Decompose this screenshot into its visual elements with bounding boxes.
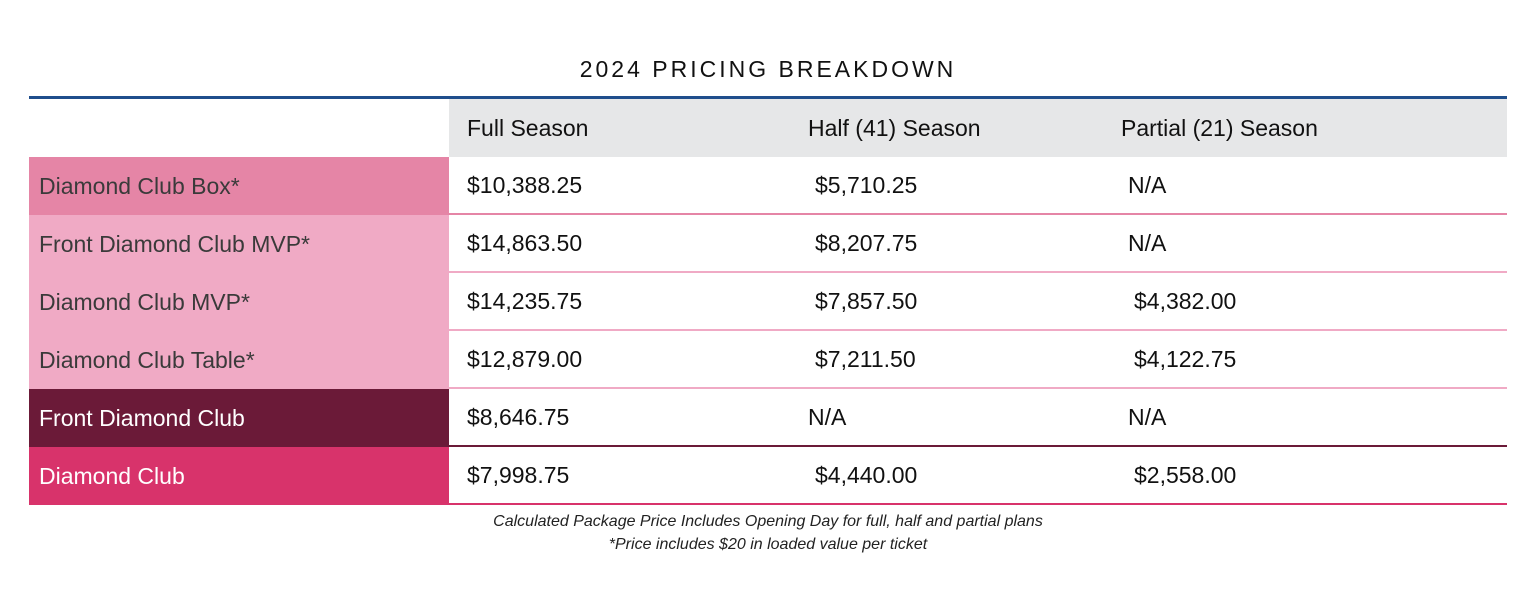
row-values: $10,388.25 $5,710.25 N/A: [449, 157, 1507, 215]
price-cell: $8,207.75: [815, 229, 918, 256]
table-row: Diamond Club Table* $12,879.00 $7,211.50 $4…: [29, 331, 1507, 389]
row-values: $12,879.00 $7,211.50 $4,122.75: [449, 331, 1507, 389]
price-cell: N/A: [1128, 229, 1167, 256]
price-cell: $8,646.75: [467, 403, 570, 430]
price-cell: $14,235.75: [467, 287, 583, 314]
row-label: Diamond Club: [29, 447, 449, 505]
price-cell: $10,388.25: [467, 171, 583, 198]
title-divider: [29, 96, 1507, 99]
price-cell: N/A: [1128, 171, 1167, 198]
price-cell: $4,122.75: [1134, 345, 1237, 372]
row-values: $7,998.75 $4,440.00 $2,558.00: [449, 447, 1507, 505]
price-cell: $7,211.50: [815, 345, 916, 372]
price-cell: N/A: [808, 403, 847, 430]
table-row: Front Diamond Club $8,646.75 N/A N/A: [29, 389, 1507, 447]
row-label: Diamond Club Table*: [29, 331, 449, 389]
header-empty-cell: [29, 99, 449, 157]
table-header-row: Full Season Half (41) Season Partial (21…: [29, 99, 1507, 157]
price-cell: $7,857.50: [815, 287, 918, 314]
row-values: $8,646.75 N/A N/A: [449, 389, 1507, 447]
table-row: Front Diamond Club MVP* $14,863.50 $8,207.…: [29, 215, 1507, 273]
row-values: $14,235.75 $7,857.50 $4,382.00: [449, 273, 1507, 331]
pricing-table: Full Season Half (41) Season Partial (21…: [29, 99, 1507, 505]
price-cell: $12,879.00: [467, 345, 583, 372]
price-cell: $5,710.25: [815, 171, 918, 198]
price-cell: $14,863.50: [467, 229, 583, 256]
price-cell: N/A: [1128, 403, 1167, 430]
page-title: 2024 PRICING BREAKDOWN: [579, 56, 957, 82]
price-cell: $2,558.00: [1134, 461, 1237, 488]
footnote-loaded-value: *Price includes $20 in loaded value per …: [608, 536, 928, 553]
column-header-half-season: Half (41) Season: [808, 99, 1121, 157]
price-cell: $4,382.00: [1134, 287, 1237, 314]
table-row: Diamond Club Box* $10,388.25 $5,710.25 N/A: [29, 157, 1507, 215]
row-values: $14,863.50 $8,207.75 N/A: [449, 215, 1507, 273]
column-header-partial-season: Partial (21) Season: [1121, 99, 1507, 157]
table-row: Diamond Club MVP* $14,235.75 $7,857.50 $4,3…: [29, 273, 1507, 331]
row-label: Diamond Club Box*: [29, 157, 449, 215]
column-header-full-season: Full Season: [449, 99, 808, 157]
row-label: Diamond Club MVP*: [29, 273, 449, 331]
price-cell: $7,998.75: [467, 461, 570, 488]
footnote-opening-day: Calculated Package Price Includes Openin…: [493, 513, 1043, 530]
row-label: Front Diamond Club MVP*: [29, 215, 449, 273]
price-cell: $4,440.00: [815, 461, 918, 488]
table-row: Diamond Club $7,998.75 $4,440.00 $2,558.00: [29, 447, 1507, 505]
row-label: Front Diamond Club: [29, 389, 449, 447]
